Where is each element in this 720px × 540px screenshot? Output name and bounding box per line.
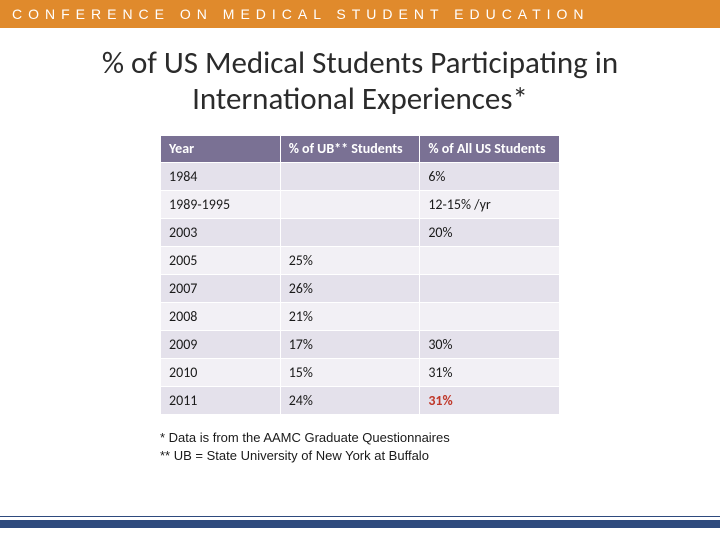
cell-all: 30% [420, 331, 560, 359]
table-row: 1984 6% [161, 163, 560, 191]
col-header-all: % of All US Students [420, 136, 560, 163]
table-row: 2008 21% [161, 303, 560, 331]
cell-year: 2008 [161, 303, 281, 331]
table-row: 2011 24% 31% [161, 387, 560, 415]
table-row: 2009 17% 30% [161, 331, 560, 359]
cell-ub [280, 163, 420, 191]
cell-year: 1984 [161, 163, 281, 191]
cell-ub [280, 219, 420, 247]
table-row: 2003 20% [161, 219, 560, 247]
cell-all-highlight: 31% [420, 387, 560, 415]
table-row: 2007 26% [161, 275, 560, 303]
slide-title: % of US Medical Students Participating i… [0, 46, 720, 117]
table-header-row: Year % of UB** Students % of All US Stud… [161, 136, 560, 163]
cell-ub: 25% [280, 247, 420, 275]
cell-all: 20% [420, 219, 560, 247]
footer-rule-thin [0, 516, 720, 517]
cell-year: 2003 [161, 219, 281, 247]
cell-ub: 26% [280, 275, 420, 303]
cell-ub [280, 191, 420, 219]
cell-all: 31% [420, 359, 560, 387]
cell-all [420, 247, 560, 275]
participation-table: Year % of UB** Students % of All US Stud… [160, 135, 560, 415]
cell-ub: 17% [280, 331, 420, 359]
col-header-ub: % of UB** Students [280, 136, 420, 163]
cell-all [420, 303, 560, 331]
table-body: 1984 6% 1989-1995 12-15% /yr 2003 20% 20… [161, 163, 560, 415]
cell-year: 2009 [161, 331, 281, 359]
cell-year: 2010 [161, 359, 281, 387]
cell-all: 6% [420, 163, 560, 191]
cell-all: 12-15% /yr [420, 191, 560, 219]
table-row: 1989-1995 12-15% /yr [161, 191, 560, 219]
table-row: 2005 25% [161, 247, 560, 275]
banner-text: Conference on Medical Student Education [12, 6, 590, 22]
cell-year: 1989-1995 [161, 191, 281, 219]
footnotes: * Data is from the AAMC Graduate Questio… [160, 429, 560, 464]
cell-year: 2011 [161, 387, 281, 415]
cell-ub: 24% [280, 387, 420, 415]
col-header-year: Year [161, 136, 281, 163]
footer-rule-thick [0, 520, 720, 528]
cell-year: 2007 [161, 275, 281, 303]
cell-year: 2005 [161, 247, 281, 275]
cell-ub: 15% [280, 359, 420, 387]
data-table-container: Year % of UB** Students % of All US Stud… [160, 135, 560, 415]
footnote-line: ** UB = State University of New York at … [160, 447, 560, 465]
footer-rule [0, 516, 720, 528]
table-row: 2010 15% 31% [161, 359, 560, 387]
cell-all [420, 275, 560, 303]
footnote-line: * Data is from the AAMC Graduate Questio… [160, 429, 560, 447]
conference-banner: Conference on Medical Student Education [0, 0, 720, 28]
cell-ub: 21% [280, 303, 420, 331]
